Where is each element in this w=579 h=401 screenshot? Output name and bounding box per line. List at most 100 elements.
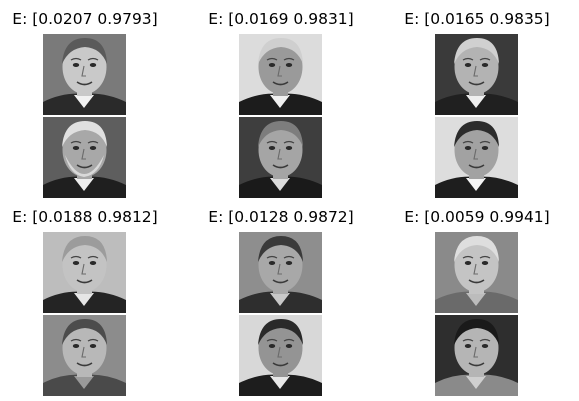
face-mouth bbox=[272, 279, 289, 284]
face-6-bottom bbox=[435, 315, 518, 396]
face-hair bbox=[258, 38, 303, 64]
face-mouth bbox=[468, 164, 485, 169]
face-head bbox=[258, 238, 303, 292]
face-collar bbox=[74, 178, 94, 191]
face-collar bbox=[270, 293, 290, 306]
face-right-eye bbox=[285, 344, 293, 348]
face-drawing bbox=[435, 315, 518, 396]
face-right-eye bbox=[285, 146, 293, 150]
face-nose bbox=[81, 148, 86, 160]
face-hair bbox=[258, 319, 303, 345]
face-drawing bbox=[43, 117, 126, 198]
face-collar bbox=[74, 293, 94, 306]
panel-6: E: [0.0059 0.9941] bbox=[392, 207, 562, 397]
panel-title: E: [0.0169 0.9831] bbox=[208, 10, 354, 28]
face-4-top bbox=[43, 232, 126, 313]
face-collar bbox=[466, 376, 486, 389]
face-mouth bbox=[76, 164, 93, 169]
face-1-bottom bbox=[43, 117, 126, 198]
face-right-eye bbox=[285, 63, 293, 67]
face-drawing bbox=[435, 34, 518, 115]
face-collar bbox=[270, 376, 290, 389]
face-hair bbox=[62, 319, 107, 345]
face-nose bbox=[473, 65, 478, 77]
face-brows bbox=[266, 255, 295, 259]
face-head bbox=[258, 123, 303, 177]
face-head bbox=[62, 123, 107, 177]
face-left-eye bbox=[464, 261, 472, 265]
face-3-bottom bbox=[435, 117, 518, 198]
face-6-top bbox=[435, 232, 518, 313]
face-brows bbox=[70, 140, 99, 144]
face-collar bbox=[466, 178, 486, 191]
face-hair bbox=[62, 38, 107, 64]
panel-title: E: [0.0059 0.9941] bbox=[404, 208, 550, 226]
face-head bbox=[454, 123, 499, 177]
panel-title: E: [0.0207 0.9793] bbox=[12, 10, 158, 28]
face-nose bbox=[81, 263, 86, 275]
face-collar bbox=[466, 95, 486, 108]
face-head bbox=[454, 238, 499, 292]
face-nose bbox=[277, 263, 282, 275]
face-left-eye bbox=[72, 146, 80, 150]
face-left-eye bbox=[464, 146, 472, 150]
face-drawing bbox=[435, 232, 518, 313]
face-left-eye bbox=[268, 344, 276, 348]
face-2-bottom bbox=[239, 117, 322, 198]
face-brows bbox=[70, 255, 99, 259]
face-3-top bbox=[435, 34, 518, 115]
panel-1: E: [0.0207 0.9793] bbox=[0, 9, 170, 199]
face-1-top bbox=[43, 34, 126, 115]
face-nose bbox=[277, 65, 282, 77]
panel-5: E: [0.0128 0.9872] bbox=[196, 207, 366, 397]
panel-title: E: [0.0165 0.9835] bbox=[404, 10, 550, 28]
face-right-eye bbox=[89, 261, 97, 265]
face-drawing bbox=[239, 315, 322, 396]
face-drawing bbox=[239, 232, 322, 313]
face-left-eye bbox=[268, 261, 276, 265]
face-brows bbox=[266, 338, 295, 342]
face-nose bbox=[473, 148, 478, 160]
face-collar bbox=[74, 376, 94, 389]
panel-title: E: [0.0128 0.9872] bbox=[208, 208, 354, 226]
face-mouth bbox=[468, 362, 485, 367]
face-left-eye bbox=[268, 63, 276, 67]
face-4-bottom bbox=[43, 315, 126, 396]
face-right-eye bbox=[481, 63, 489, 67]
face-brows bbox=[266, 57, 295, 61]
face-left-eye bbox=[268, 146, 276, 150]
face-nose bbox=[81, 65, 86, 77]
face-drawing bbox=[239, 117, 322, 198]
face-brows bbox=[70, 57, 99, 61]
face-5-top bbox=[239, 232, 322, 313]
face-hair bbox=[454, 236, 499, 262]
face-brows bbox=[266, 140, 295, 144]
face-drawing bbox=[435, 117, 518, 198]
face-head bbox=[62, 40, 107, 94]
face-head bbox=[454, 321, 499, 375]
face-brows bbox=[462, 57, 491, 61]
face-drawing bbox=[43, 34, 126, 115]
face-brows bbox=[462, 338, 491, 342]
face-drawing bbox=[239, 34, 322, 115]
face-mouth bbox=[76, 81, 93, 86]
face-nose bbox=[277, 148, 282, 160]
face-collar bbox=[270, 178, 290, 191]
face-mouth bbox=[468, 279, 485, 284]
face-drawing bbox=[43, 232, 126, 313]
face-hair bbox=[258, 236, 303, 262]
face-hair bbox=[454, 38, 499, 64]
panel-2: E: [0.0169 0.9831] bbox=[196, 9, 366, 199]
face-head bbox=[62, 321, 107, 375]
face-right-eye bbox=[481, 344, 489, 348]
face-mouth bbox=[272, 362, 289, 367]
face-right-eye bbox=[285, 261, 293, 265]
face-hair bbox=[454, 121, 499, 147]
face-mouth bbox=[76, 362, 93, 367]
face-nose bbox=[473, 346, 478, 358]
face-mouth bbox=[468, 81, 485, 86]
face-mouth bbox=[76, 279, 93, 284]
face-hair bbox=[258, 121, 303, 147]
face-left-eye bbox=[464, 344, 472, 348]
face-nose bbox=[81, 346, 86, 358]
